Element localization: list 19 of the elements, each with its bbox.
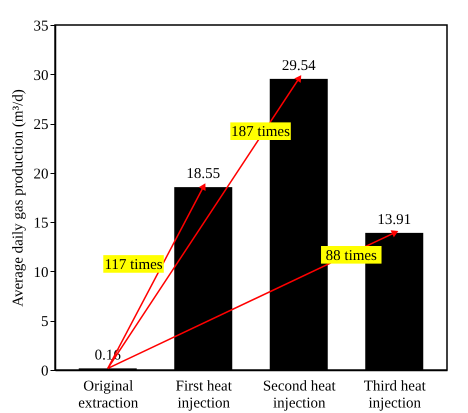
y-tick-label: 25	[34, 117, 48, 134]
y-tick-label: 0	[41, 364, 48, 380]
y-tick-label: 35	[34, 18, 48, 34]
x-tick-label: Third heat injection	[364, 378, 427, 412]
annotation: 117 times	[104, 256, 163, 273]
y-tick-label: 15	[34, 216, 48, 232]
y-axis-title: Average daily gas production (m³/d)	[10, 89, 26, 307]
y-tick-label: 10	[34, 264, 48, 281]
y-tick-label: 5	[41, 314, 48, 330]
x-tick-label: First heat injection	[176, 378, 233, 412]
y-tick-label: 30	[34, 68, 48, 84]
x-tick-label: Original extraction	[78, 378, 139, 412]
x-tick-label: Second heat injection	[262, 378, 337, 412]
data-label: 13.91	[377, 212, 412, 228]
annotation: 88 times	[326, 248, 378, 264]
y-tick-label: 20	[34, 166, 48, 182]
annotation: 187 times	[231, 124, 290, 140]
data-label: 29.54	[282, 58, 316, 74]
data-label: 18.55	[186, 166, 220, 182]
